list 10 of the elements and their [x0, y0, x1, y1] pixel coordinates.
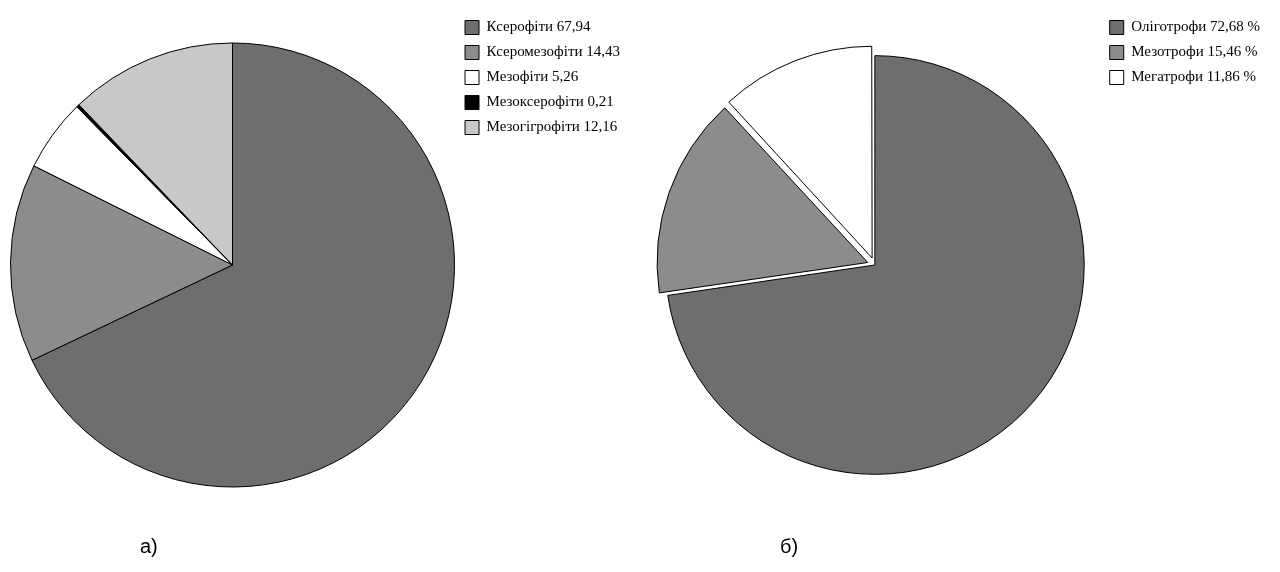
text: а)	[140, 535, 158, 558]
legend-label: Ксеромезофіти 14,43	[486, 43, 620, 60]
legend-label: Мегатрофи 11,86 %	[1131, 68, 1257, 85]
text: б)	[780, 535, 799, 558]
legend-label: Мезотрофи 15,46 %	[1131, 43, 1258, 60]
legend-label: Мезофіти 5,26	[486, 68, 579, 85]
legend-label: Ксерофіти 67,94	[486, 18, 592, 35]
legend-label: Мезогігрофіти 12,16	[486, 118, 618, 135]
legend-label: Мезоксерофіти 0,21	[486, 93, 614, 110]
legend-label: Оліготрофи 72,68 %	[1131, 18, 1260, 35]
